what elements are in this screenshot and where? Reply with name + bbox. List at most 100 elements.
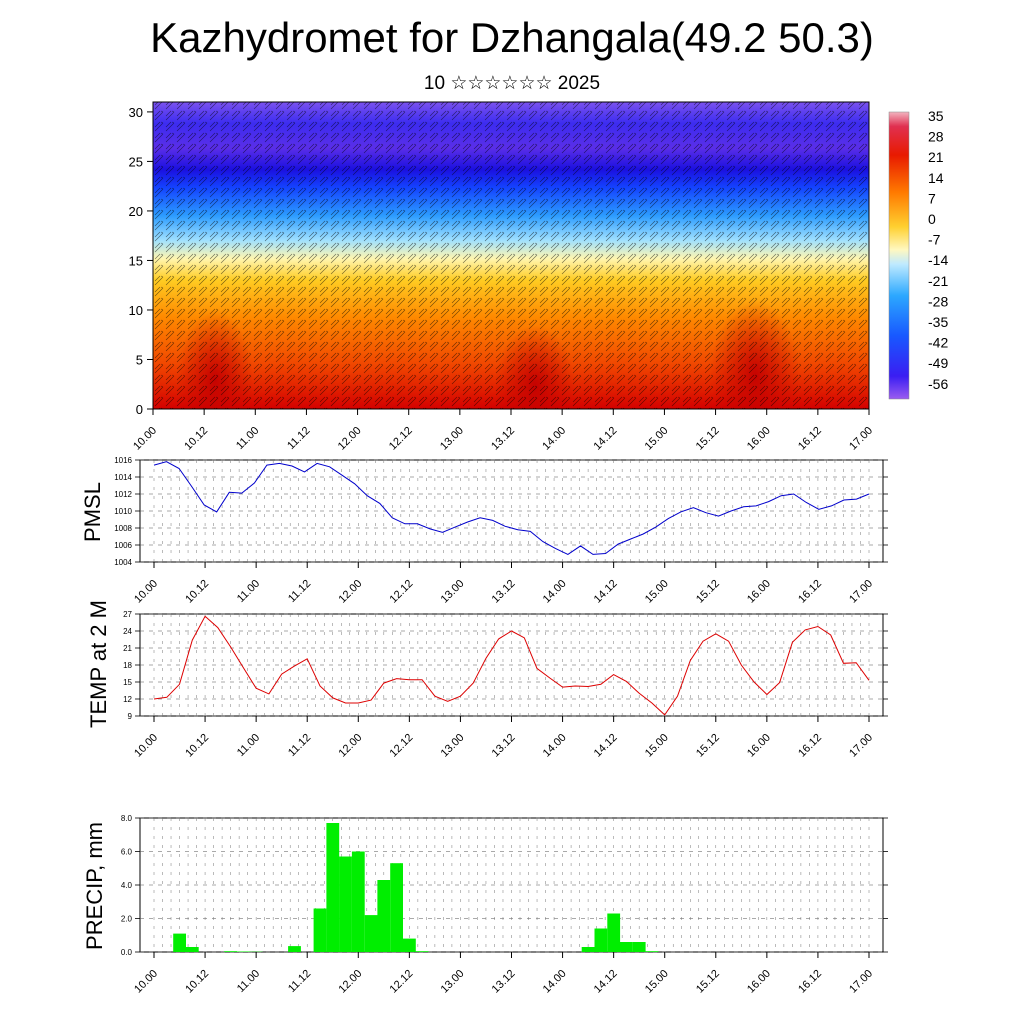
x-tick-label: 12.12: [388, 968, 416, 996]
colorbar-label: -56: [928, 376, 948, 392]
y-axis-label: PRECIP, mm: [82, 822, 107, 950]
x-tick-label: 12.00: [336, 732, 364, 760]
colorbar-label: 7: [928, 190, 936, 206]
heatmap-x-tick-label: 11.12: [285, 425, 312, 452]
colorbar-label: -7: [928, 232, 941, 248]
x-tick-label: 16.12: [796, 968, 824, 996]
heatmap-y-tick-label: 25: [129, 154, 143, 169]
precip-panel: 0.0 2.0 4.0 6.0 8.0 10.00 10.12 11.00 11.12 12.00…: [82, 814, 888, 996]
y-tick-label: 15: [123, 678, 132, 687]
colorbar-label: 35: [928, 108, 944, 124]
x-tick-label: 15.00: [643, 968, 671, 996]
x-tick-label: 14.12: [592, 732, 620, 760]
precip-bar: [377, 880, 391, 952]
x-tick-label: 14.12: [592, 968, 620, 996]
series-line: [153, 615, 870, 716]
y-tick-label: 2.0: [121, 915, 133, 924]
precip-bar: [415, 951, 429, 952]
y-tick-label: 8.0: [121, 814, 133, 823]
precip-bar: [224, 951, 237, 952]
x-tick-label: 12.00: [336, 968, 364, 996]
heatmap-x-tick-label: 11.00: [234, 425, 261, 452]
y-tick-label: 1008: [114, 524, 132, 533]
colorbar-label: 0: [928, 211, 936, 227]
heatmap-x-tick-label: 10.00: [131, 425, 159, 453]
x-tick-label: 13.00: [439, 968, 467, 996]
colorbar-label: -35: [928, 314, 948, 330]
colorbar-label: -42: [928, 335, 948, 351]
x-tick-label: 10.00: [132, 578, 160, 606]
y-tick-label: 1016: [114, 456, 132, 465]
colorbar-label: 28: [928, 129, 944, 145]
x-tick-label: 12.00: [336, 578, 364, 606]
x-tick-label: 13.12: [490, 578, 518, 606]
temperature-heatmap: 0 5 10 15 20 25 30 10.00 10.12 11.00 11.12 12.00 12…: [129, 101, 875, 453]
x-tick-label: 15.12: [694, 732, 722, 760]
colorbar-label: 21: [928, 149, 944, 165]
x-tick-label: 13.00: [439, 578, 467, 606]
colorbar-label: 14: [928, 170, 944, 186]
precip-bar: [313, 908, 327, 952]
y-tick-label: 0.0: [121, 948, 133, 957]
y-tick-label: 1012: [114, 490, 132, 499]
precip-bar: [390, 863, 403, 952]
heatmap-x-tick-label: 16.00: [745, 425, 773, 453]
x-tick-label: 15.12: [694, 578, 722, 606]
chart-subtitle: 10 ☆☆☆☆☆☆ 2025: [423, 73, 601, 94]
x-tick-label: 16.00: [745, 968, 773, 996]
x-tick-label: 10.00: [132, 732, 160, 760]
precip-bar: [351, 851, 365, 952]
colorbar-label: -14: [928, 252, 948, 268]
precip-bar: [237, 951, 250, 952]
precip-bar: [645, 951, 659, 952]
series-line: [153, 461, 870, 555]
precip-bar: [581, 947, 595, 952]
wind-barbs-overlay: [153, 102, 869, 409]
heatmap-x-tick-label: 14.00: [540, 425, 568, 453]
x-tick-label: 12.12: [388, 732, 416, 760]
x-tick-label: 15.12: [694, 968, 722, 996]
heatmap-x-tick-label: 17.00: [847, 425, 875, 453]
heatmap-y-tick-label: 10: [129, 303, 143, 318]
y-axis-label: TEMP at 2 M: [86, 600, 111, 728]
y-tick-label: 1006: [114, 541, 132, 550]
x-tick-label: 14.00: [541, 578, 569, 606]
heatmap-x-tick-label: 15.00: [643, 425, 671, 453]
x-tick-label: 14.12: [592, 578, 620, 606]
y-tick-label: 21: [123, 644, 132, 653]
y-tick-label: 12: [123, 695, 132, 704]
x-tick-label: 16.00: [745, 578, 773, 606]
precip-bar: [620, 942, 633, 952]
x-tick-label: 13.00: [439, 732, 467, 760]
precip-bar: [607, 913, 621, 952]
colorbar-label: -49: [928, 355, 948, 371]
x-tick-label: 11.00: [235, 578, 262, 605]
colorbar-label: -21: [928, 273, 948, 289]
x-tick-label: 10.12: [183, 732, 211, 760]
pmsl-panel: 1004 1006 1008 1010 1012 1014 1016 10.00 10.12 11…: [80, 456, 888, 606]
heatmap-x-tick-label: 12.00: [336, 425, 364, 453]
y-tick-label: 18: [123, 661, 132, 670]
x-tick-label: 13.12: [490, 732, 518, 760]
y-tick-label: 9: [128, 712, 133, 721]
colorbar-fill: [888, 111, 910, 400]
temp-panel: 9 12 15 18 21 24 27 10.00 10.12 11.00 11.12 12.00 12…: [86, 600, 888, 760]
precip-bar: [173, 933, 186, 952]
x-tick-label: 11.00: [235, 732, 262, 759]
y-axis-label: PMSL: [80, 482, 105, 542]
x-tick-label: 16.12: [796, 578, 824, 606]
heatmap-y-tick-label: 5: [136, 352, 143, 367]
precip-bar: [632, 942, 646, 952]
heatmap-y-tick-label: 30: [129, 105, 143, 120]
x-tick-label: 10.12: [183, 968, 211, 996]
x-tick-label: 11.12: [286, 968, 313, 995]
x-tick-label: 11.12: [286, 732, 313, 759]
heatmap-y-tick-label: 15: [129, 253, 143, 268]
chart-title: Kazhydromet for Dzhangala(49.2 50.3): [150, 14, 874, 61]
x-tick-label: 11.12: [286, 578, 313, 605]
precip-bar: [288, 946, 301, 952]
precip-bar: [364, 915, 378, 952]
x-tick-label: 10.12: [183, 578, 211, 606]
precip-bar: [326, 823, 340, 952]
